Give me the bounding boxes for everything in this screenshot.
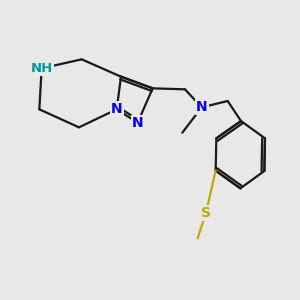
Text: N: N: [111, 102, 122, 116]
Text: NH: NH: [31, 62, 53, 75]
Text: N: N: [132, 116, 143, 130]
Text: N: N: [196, 100, 208, 114]
Text: S: S: [201, 206, 211, 220]
